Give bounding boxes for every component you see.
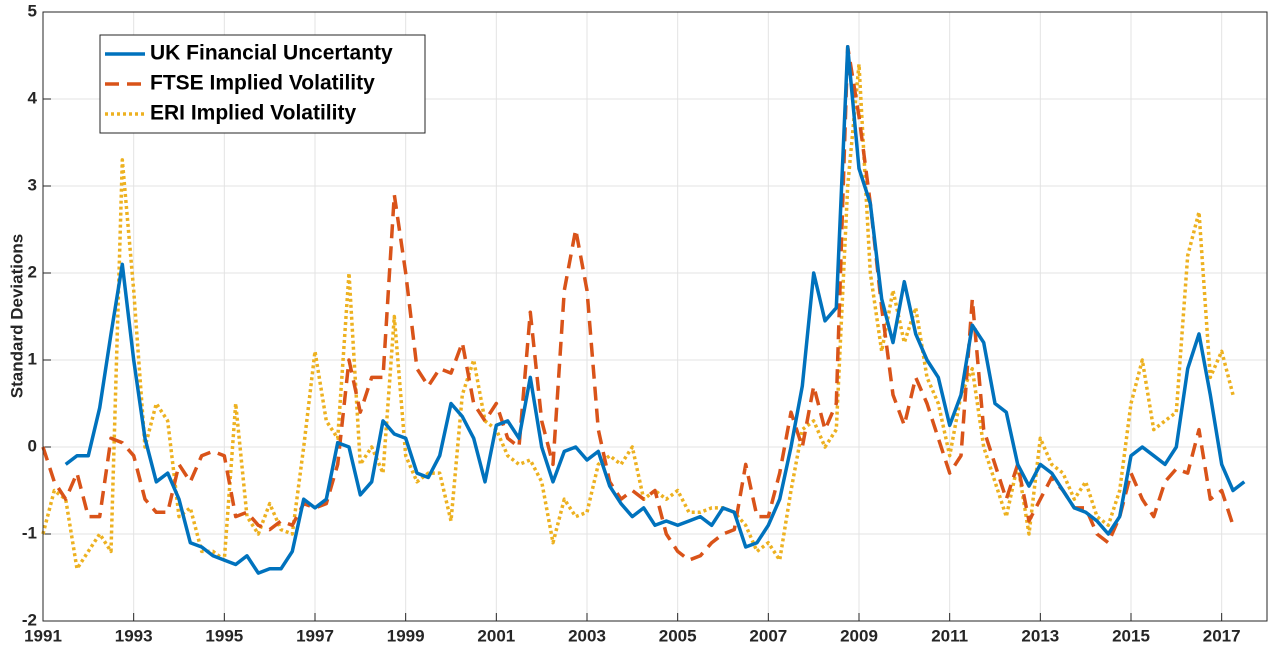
x-tick-label: 1997 xyxy=(296,626,334,645)
x-tick-label: 1995 xyxy=(205,626,243,645)
y-tick-label: 0 xyxy=(28,436,37,455)
legend-box xyxy=(99,34,426,134)
x-tick-label: 2007 xyxy=(749,626,787,645)
x-tick-label: 2003 xyxy=(568,626,606,645)
x-tick-label: 2005 xyxy=(659,626,697,645)
legend-label: UK Financial Uncertanty xyxy=(150,42,393,65)
y-tick-label: 4 xyxy=(28,88,38,107)
y-tick-label: -1 xyxy=(22,523,37,542)
legend-label: FTSE Implied Volatility xyxy=(150,72,375,95)
y-axis-label: Standard Deviations xyxy=(7,234,26,398)
x-tick-label: 1991 xyxy=(24,626,62,645)
y-tick-label: 2 xyxy=(28,262,37,281)
x-tick-label: 2001 xyxy=(477,626,515,645)
y-tick-label: 3 xyxy=(28,175,37,194)
x-tick-label: 2013 xyxy=(1021,626,1059,645)
legend-label: ERI Implied Volatility xyxy=(150,102,356,125)
x-tick-label: 2017 xyxy=(1203,626,1241,645)
series-line xyxy=(41,45,1235,562)
y-tick-label: 1 xyxy=(28,349,37,368)
x-tick-label: 2015 xyxy=(1112,626,1150,645)
series-line xyxy=(41,62,1235,571)
legend: UK Financial Uncertanty FTSE Implied Vola… xyxy=(99,34,426,134)
x-tick-label: 1999 xyxy=(387,626,425,645)
y-tick-label: 5 xyxy=(28,1,37,20)
x-tick-label: 2011 xyxy=(931,626,968,645)
plot-frame xyxy=(42,11,1268,622)
x-tick-label: 1993 xyxy=(115,626,153,645)
y-tick-label: -2 xyxy=(22,610,37,629)
x-tick-label: 2009 xyxy=(840,626,878,645)
series-line xyxy=(64,45,1246,575)
